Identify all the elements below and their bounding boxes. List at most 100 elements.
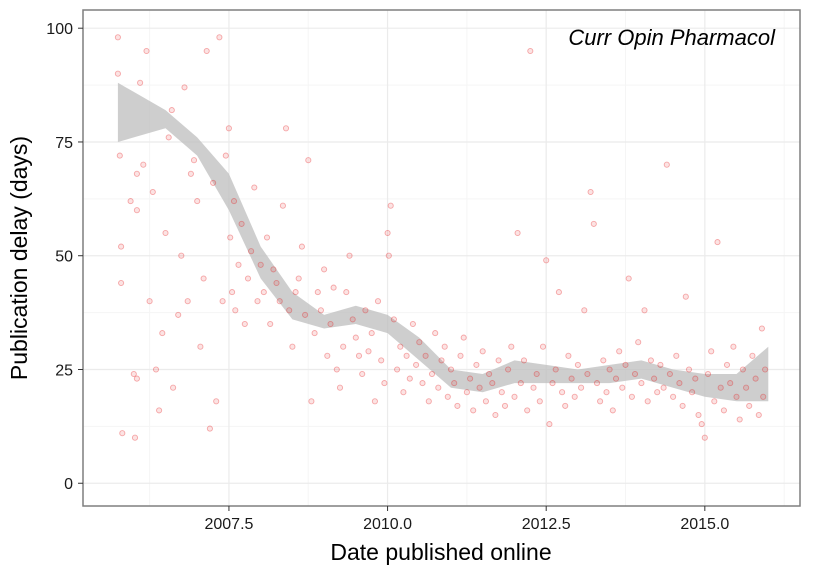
data-point xyxy=(670,393,677,400)
minor-gridlines xyxy=(83,10,800,506)
data-point xyxy=(552,366,559,373)
data-point xyxy=(248,248,255,255)
data-point xyxy=(520,357,528,364)
data-point xyxy=(273,279,280,287)
data-point xyxy=(146,298,153,305)
data-point xyxy=(352,334,359,341)
data-point xyxy=(282,125,290,132)
data-point xyxy=(501,402,509,409)
panel-border xyxy=(82,9,801,507)
data-point xyxy=(165,134,172,141)
data-point xyxy=(355,352,363,359)
smooth-confidence-band xyxy=(117,82,769,402)
data-point xyxy=(444,393,451,400)
data-point xyxy=(359,370,366,378)
data-point xyxy=(254,298,261,305)
x-tick-label: 2010.0 xyxy=(363,516,412,533)
data-point xyxy=(438,357,445,364)
data-point xyxy=(413,361,420,368)
data-point xyxy=(638,380,645,387)
data-point xyxy=(241,320,248,328)
data-point xyxy=(203,47,210,55)
data-point xyxy=(460,334,467,341)
data-point xyxy=(568,375,575,382)
data-point xyxy=(571,393,578,400)
data-point xyxy=(200,275,207,282)
data-point xyxy=(606,366,613,373)
data-point xyxy=(584,370,591,378)
data-point xyxy=(660,384,667,391)
data-point xyxy=(127,198,134,205)
data-point xyxy=(114,70,121,77)
data-point xyxy=(657,361,664,368)
data-point xyxy=(555,289,562,296)
data-point xyxy=(232,307,239,314)
data-point xyxy=(119,430,126,437)
data-point xyxy=(689,389,696,396)
data-point xyxy=(235,261,242,268)
data-point xyxy=(539,343,547,350)
data-point xyxy=(378,357,385,364)
data-point xyxy=(666,370,673,378)
y-tick-label: 50 xyxy=(55,249,73,266)
data-point xyxy=(227,234,234,241)
data-point xyxy=(114,34,121,41)
data-point xyxy=(419,380,426,387)
data-point xyxy=(327,320,334,328)
data-point xyxy=(628,393,635,400)
data-point xyxy=(530,384,537,391)
data-point xyxy=(286,307,293,314)
data-point xyxy=(622,361,629,368)
data-point xyxy=(559,389,566,396)
data-point xyxy=(654,389,661,396)
data-point xyxy=(760,393,767,400)
data-point xyxy=(546,421,553,428)
data-point xyxy=(663,161,670,168)
data-point xyxy=(140,161,147,168)
data-point xyxy=(330,284,337,291)
data-point xyxy=(695,411,702,419)
data-point xyxy=(279,202,286,209)
data-point xyxy=(733,393,740,400)
data-point xyxy=(441,343,448,350)
data-point xyxy=(289,343,296,350)
data-point xyxy=(305,157,312,164)
data-point xyxy=(517,380,524,387)
data-point xyxy=(625,275,632,282)
data-point xyxy=(409,320,416,328)
data-point xyxy=(324,352,331,359)
data-point xyxy=(482,398,489,405)
data-point xyxy=(416,339,423,346)
data-point xyxy=(244,275,252,282)
data-point xyxy=(562,402,569,409)
data-point xyxy=(470,407,477,414)
data-point xyxy=(152,366,160,373)
data-point xyxy=(704,370,712,378)
data-point xyxy=(717,384,724,391)
data-point xyxy=(133,375,140,382)
data-point xyxy=(435,384,442,391)
data-point xyxy=(190,157,198,164)
data-point xyxy=(210,179,217,186)
data-point xyxy=(432,330,439,337)
data-point xyxy=(489,380,496,387)
data-point xyxy=(184,298,191,305)
panel-background xyxy=(83,10,800,506)
data-point xyxy=(514,229,521,237)
data-point xyxy=(581,307,588,314)
data-point xyxy=(406,375,413,382)
data-point xyxy=(403,352,410,359)
data-point xyxy=(133,207,140,214)
data-point xyxy=(508,343,515,350)
data-point xyxy=(451,380,458,387)
data-point xyxy=(543,257,550,264)
data-point xyxy=(219,298,226,305)
data-point xyxy=(385,252,392,259)
data-point xyxy=(321,266,328,273)
data-point xyxy=(130,370,137,378)
data-point xyxy=(685,366,693,373)
data-point xyxy=(635,339,642,346)
data-point xyxy=(467,375,474,382)
data-point xyxy=(457,352,464,359)
data-point xyxy=(368,330,375,337)
